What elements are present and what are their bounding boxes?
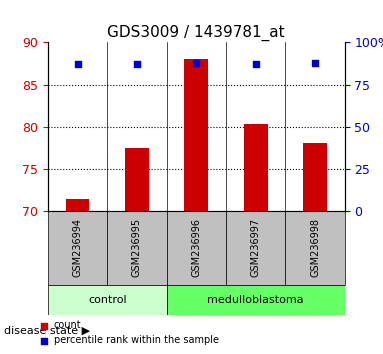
FancyBboxPatch shape (226, 211, 285, 285)
Bar (185, 59, 208, 211)
Legend: count, percentile rank within the sample: count, percentile rank within the sample (36, 316, 223, 349)
FancyBboxPatch shape (167, 211, 226, 285)
Point (193, 60, 200, 66)
Text: disease state ▶: disease state ▶ (4, 326, 90, 336)
FancyBboxPatch shape (107, 211, 167, 285)
Bar (244, 124, 268, 211)
Point (74, 62, 81, 67)
Text: GSM236998: GSM236998 (310, 218, 320, 277)
Text: medulloblastoma: medulloblastoma (207, 295, 304, 305)
Title: GDS3009 / 1439781_at: GDS3009 / 1439781_at (108, 25, 285, 41)
Text: GSM236996: GSM236996 (191, 218, 201, 277)
Point (134, 61, 140, 67)
Text: control: control (88, 295, 126, 305)
Text: GSM236997: GSM236997 (250, 218, 261, 277)
Bar (125, 148, 149, 211)
Bar (66, 199, 89, 211)
Point (312, 60, 318, 66)
Text: GSM236995: GSM236995 (132, 218, 142, 277)
FancyBboxPatch shape (48, 211, 107, 285)
FancyBboxPatch shape (167, 285, 345, 315)
Text: GSM236994: GSM236994 (72, 218, 83, 277)
Bar (303, 143, 327, 211)
Point (253, 61, 259, 67)
FancyBboxPatch shape (48, 285, 167, 315)
FancyBboxPatch shape (285, 211, 345, 285)
